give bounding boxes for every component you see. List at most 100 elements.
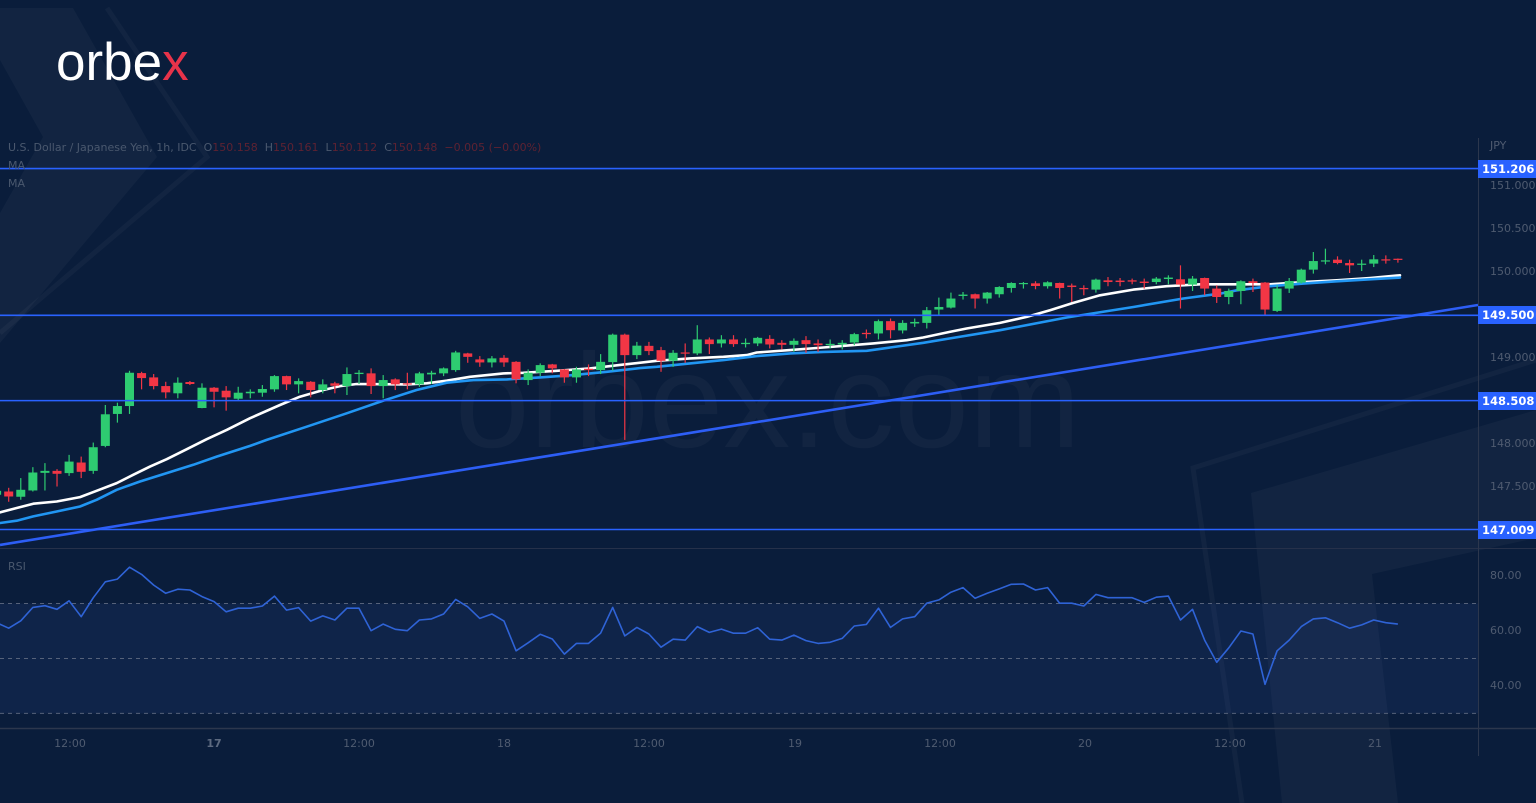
candle[interactable] — [1188, 276, 1198, 291]
rsi-pane-label[interactable]: RSI — [8, 560, 26, 573]
candle[interactable] — [76, 456, 86, 479]
candle[interactable] — [330, 381, 340, 394]
candle[interactable] — [849, 332, 859, 346]
price-pane[interactable] — [0, 167, 1478, 547]
candle[interactable] — [1055, 282, 1065, 299]
candle[interactable] — [451, 350, 461, 372]
candle[interactable] — [958, 292, 968, 300]
ma-slow-line[interactable] — [0, 276, 1402, 525]
rsi-line[interactable] — [0, 566, 1398, 686]
candle[interactable] — [910, 318, 920, 327]
candle[interactable] — [596, 354, 606, 375]
candle[interactable] — [463, 352, 473, 363]
candle[interactable] — [282, 375, 292, 391]
candle[interactable] — [656, 346, 666, 372]
candle[interactable] — [173, 377, 183, 399]
candle[interactable] — [837, 340, 847, 350]
candle[interactable] — [982, 292, 992, 304]
candle[interactable] — [294, 378, 304, 394]
candle[interactable] — [886, 318, 896, 339]
candle[interactable] — [149, 374, 159, 390]
candle[interactable] — [765, 335, 775, 349]
candle[interactable] — [1381, 255, 1391, 264]
candle[interactable] — [378, 375, 388, 399]
candle[interactable] — [475, 356, 485, 367]
candle[interactable] — [439, 367, 449, 377]
candle[interactable] — [1127, 278, 1137, 285]
candle[interactable] — [934, 297, 944, 316]
candle[interactable] — [559, 369, 569, 383]
candle[interactable] — [221, 386, 231, 411]
candle[interactable] — [584, 364, 594, 377]
candle[interactable] — [342, 367, 352, 396]
ma-fast-line[interactable] — [0, 273, 1402, 514]
candle[interactable] — [402, 372, 412, 390]
candle[interactable] — [390, 378, 400, 391]
candle[interactable] — [1236, 280, 1246, 305]
candle[interactable] — [1260, 282, 1270, 316]
candle[interactable] — [4, 487, 14, 502]
candle[interactable] — [1345, 259, 1355, 274]
candle[interactable] — [898, 320, 908, 334]
candle[interactable] — [1296, 268, 1306, 284]
candle[interactable] — [185, 381, 195, 386]
candle[interactable] — [1091, 278, 1101, 293]
candle[interactable] — [1212, 285, 1222, 303]
candle[interactable] — [704, 337, 714, 355]
candle[interactable] — [716, 335, 726, 348]
candle[interactable] — [0, 487, 2, 498]
candle[interactable] — [1079, 285, 1089, 296]
candle[interactable] — [535, 363, 545, 377]
candle[interactable] — [1175, 265, 1185, 309]
legend-ma-fast[interactable]: MA — [8, 159, 26, 172]
candle[interactable] — [1200, 277, 1210, 296]
candle[interactable] — [922, 306, 932, 329]
candle[interactable] — [1357, 259, 1367, 272]
candle[interactable] — [427, 370, 437, 385]
candle[interactable] — [137, 371, 147, 390]
candle[interactable] — [197, 383, 207, 409]
candle[interactable] — [245, 389, 255, 399]
candle[interactable] — [112, 402, 122, 423]
candle[interactable] — [1284, 277, 1294, 293]
candle[interactable] — [124, 370, 134, 414]
candle[interactable] — [632, 341, 642, 360]
candle[interactable] — [801, 336, 811, 353]
rsi-pane[interactable] — [0, 566, 1478, 714]
candle[interactable] — [861, 329, 871, 339]
candle[interactable] — [511, 361, 521, 384]
candle[interactable] — [100, 404, 110, 448]
candle[interactable] — [668, 350, 678, 367]
candle[interactable] — [523, 369, 533, 386]
candle[interactable] — [1393, 258, 1403, 263]
candle[interactable] — [547, 363, 557, 374]
candle[interactable] — [1224, 288, 1234, 305]
candle[interactable] — [620, 333, 630, 440]
candle[interactable] — [318, 379, 328, 394]
candle[interactable] — [366, 368, 376, 394]
candle[interactable] — [994, 286, 1004, 298]
candle[interactable] — [946, 292, 956, 309]
candle[interactable] — [28, 467, 38, 492]
candle[interactable] — [571, 366, 581, 383]
candle[interactable] — [873, 319, 883, 340]
candle[interactable] — [306, 381, 316, 398]
candle[interactable] — [1308, 252, 1318, 274]
candle[interactable] — [608, 333, 618, 371]
candle[interactable] — [52, 469, 62, 487]
candle[interactable] — [1139, 278, 1149, 289]
candle[interactable] — [1151, 277, 1161, 285]
candle[interactable] — [1067, 283, 1077, 302]
candle[interactable] — [233, 386, 243, 401]
candle[interactable] — [692, 325, 702, 356]
candle[interactable] — [1320, 248, 1330, 265]
candle[interactable] — [487, 356, 497, 368]
candle[interactable] — [414, 371, 424, 387]
candle[interactable] — [64, 454, 74, 476]
candle[interactable] — [970, 293, 980, 309]
candle[interactable] — [1018, 282, 1028, 289]
candle[interactable] — [753, 336, 763, 347]
candle[interactable] — [161, 381, 171, 399]
candle[interactable] — [1333, 256, 1343, 265]
